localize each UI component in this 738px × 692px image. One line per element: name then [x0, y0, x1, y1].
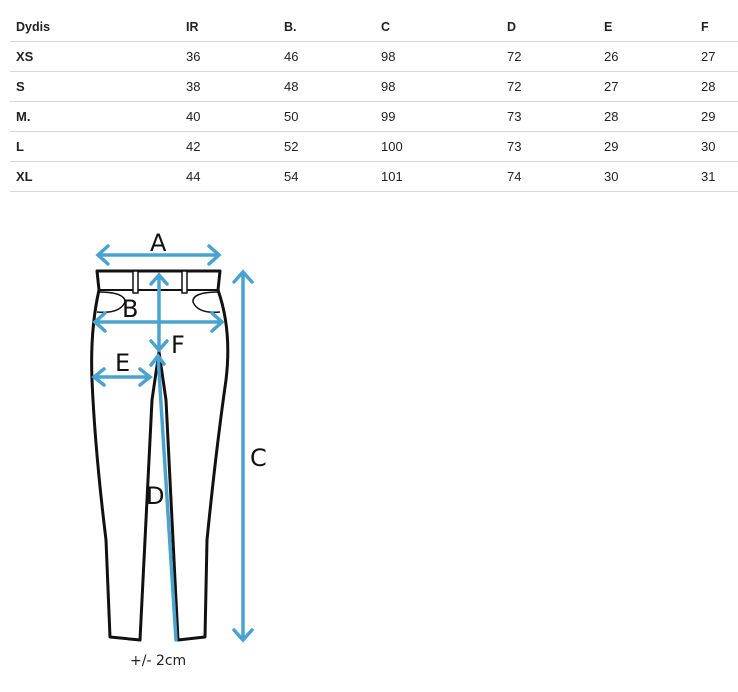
table-cell: 99: [381, 101, 507, 132]
pants-measurement-diagram: A B F E D C: [90, 229, 267, 643]
table-cell: 72: [507, 41, 604, 72]
header-d: D: [507, 12, 604, 42]
table-cell: 36: [186, 41, 284, 72]
table-header-row: Dydis IR B. C D E F: [10, 12, 738, 42]
table-row: M. 40 50 99 73 28 29: [10, 101, 738, 132]
table-cell: 100: [381, 131, 507, 162]
measurement-arrows: [91, 244, 254, 643]
table-row: L 42 52 100 73 29 30: [10, 131, 738, 162]
header-c: C: [381, 12, 507, 42]
table-cell: 29: [701, 101, 738, 132]
label-a: A: [150, 229, 167, 257]
table-cell: 46: [284, 41, 381, 72]
table-cell: 73: [507, 131, 604, 162]
header-e: E: [604, 12, 701, 42]
tolerance-note: +/- 2cm: [130, 653, 187, 669]
table-cell: XL: [10, 161, 186, 192]
table-cell: 27: [701, 41, 738, 72]
table-cell: XS: [10, 41, 186, 72]
label-f: F: [171, 331, 185, 359]
table-cell: 98: [381, 41, 507, 72]
table-cell: 52: [284, 131, 381, 162]
header-f: F: [701, 12, 738, 42]
table-row: XS 36 46 98 72 26 27: [10, 41, 738, 72]
table-cell: 28: [604, 101, 701, 132]
arrow-e: [91, 367, 153, 387]
table-cell: 30: [604, 161, 701, 192]
table-cell: M.: [10, 101, 186, 132]
table-cell: 31: [701, 161, 738, 192]
table-cell: 73: [507, 101, 604, 132]
table-cell: 40: [186, 101, 284, 132]
table-cell: S: [10, 71, 186, 102]
table-row: S 38 48 98 72 27 28: [10, 71, 738, 102]
table-cell: 27: [604, 71, 701, 102]
table-cell: 29: [604, 131, 701, 162]
table-cell: 72: [507, 71, 604, 102]
table-cell: 48: [284, 71, 381, 102]
table-cell: 98: [381, 71, 507, 102]
arrow-d: [149, 353, 178, 642]
table-cell: 30: [701, 131, 738, 162]
label-c: C: [250, 444, 267, 472]
pants-outline-icon: [90, 269, 230, 642]
table-cell: 38: [186, 71, 284, 102]
table-cell: 74: [507, 161, 604, 192]
table-row: XL 44 54 101 74 30 31: [10, 161, 738, 192]
table-cell: 101: [381, 161, 507, 192]
table-cell: 44: [186, 161, 284, 192]
header-ir: IR: [186, 12, 284, 42]
table-cell: 42: [186, 131, 284, 162]
arrow-c: [232, 269, 254, 643]
table-cell: 54: [284, 161, 381, 192]
table-cell: L: [10, 131, 186, 162]
arrow-a: [95, 244, 222, 266]
header-size: Dydis: [10, 12, 186, 42]
table-cell: 50: [284, 101, 381, 132]
header-b: B.: [284, 12, 381, 42]
table-cell: 26: [604, 41, 701, 72]
label-d: D: [146, 482, 164, 510]
label-b: B: [122, 295, 138, 323]
table-cell: 28: [701, 71, 738, 102]
size-table: Dydis IR B. C D E F XS 36 46 98 72 26 27 S 38 48 9…: [10, 12, 738, 192]
arrow-f: [149, 272, 169, 353]
label-e: E: [115, 349, 130, 377]
